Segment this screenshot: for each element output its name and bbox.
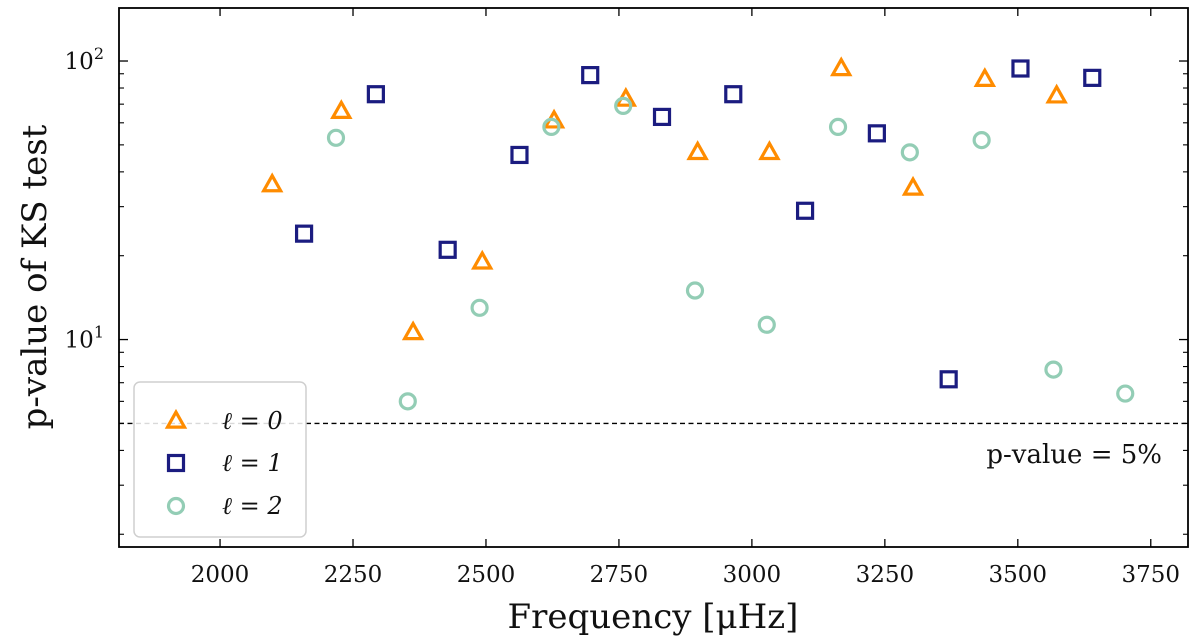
data-point-l2 (828, 117, 848, 137)
y-axis-title: p-value of KS test (15, 124, 55, 429)
threshold-label: p-value = 5% (986, 440, 1162, 470)
data-point-l1 (795, 201, 815, 220)
data-point-l0 (829, 56, 853, 77)
x-tick-label: 3750 (1121, 562, 1180, 588)
x-tick-label: 2750 (590, 562, 649, 588)
x-tick-label: 2250 (324, 562, 383, 588)
data-point-l2 (398, 392, 417, 411)
data-point-l2 (470, 298, 489, 317)
data-point-l0 (401, 320, 425, 341)
data-point-l2 (972, 131, 991, 150)
x-tick-label: 2500 (457, 562, 516, 588)
data-point-l2 (900, 143, 919, 162)
data-point-l1 (581, 66, 600, 85)
plot-frame (118, 7, 1189, 548)
data-point-l0 (1045, 83, 1068, 104)
data-point-l2 (1044, 360, 1063, 379)
data-point-l2 (685, 281, 705, 300)
legend-marker-l1 (166, 453, 186, 473)
data-point-l0 (686, 140, 709, 161)
plot-area (119, 56, 1188, 425)
axis-ticks: 2000 2250 2500 2750 3000 3250 3500 3750 101 102 (65, 8, 1188, 588)
data-point-l0 (260, 172, 284, 193)
data-point-l2 (1116, 384, 1135, 403)
data-point-l1 (438, 240, 457, 259)
data-point-l1 (867, 124, 886, 143)
legend-marker-l2 (166, 496, 186, 516)
data-point-l0 (758, 140, 781, 161)
data-point-l1 (510, 145, 529, 165)
legend-label-l2: ℓ = 2 (222, 492, 283, 520)
legend-label-l1: ℓ = 1 (222, 449, 283, 477)
legend-label-l0: ℓ = 0 (222, 407, 283, 435)
data-point-l0 (330, 99, 353, 120)
legend-marker-l0 (164, 408, 188, 429)
y-tick-label: 101 (65, 323, 104, 354)
y-tick-label: 102 (65, 44, 104, 75)
data-point-l0 (901, 175, 925, 196)
data-point-l1 (652, 107, 672, 127)
data-point-l0 (973, 67, 997, 87)
legend: ℓ = 0 ℓ = 1 ℓ = 2 (133, 381, 307, 538)
data-point-l0 (471, 249, 494, 270)
x-tick-label: 3000 (723, 562, 782, 588)
x-tick-label: 3500 (989, 562, 1048, 588)
x-tick-label: 3250 (856, 562, 915, 588)
x-tick-label: 2000 (191, 562, 250, 588)
data-point-l1 (939, 370, 958, 389)
data-point-l1 (1011, 59, 1030, 78)
data-point-l2 (757, 315, 776, 334)
data-point-l1 (294, 224, 314, 243)
data-point-l1 (1083, 68, 1102, 87)
data-point-l2 (542, 117, 561, 137)
data-point-l2 (614, 96, 633, 116)
data-point-l1 (724, 85, 743, 104)
x-axis-title: Frequency [μHz] (508, 597, 799, 637)
data-point-l1 (366, 85, 385, 104)
data-point-l2 (326, 128, 346, 147)
